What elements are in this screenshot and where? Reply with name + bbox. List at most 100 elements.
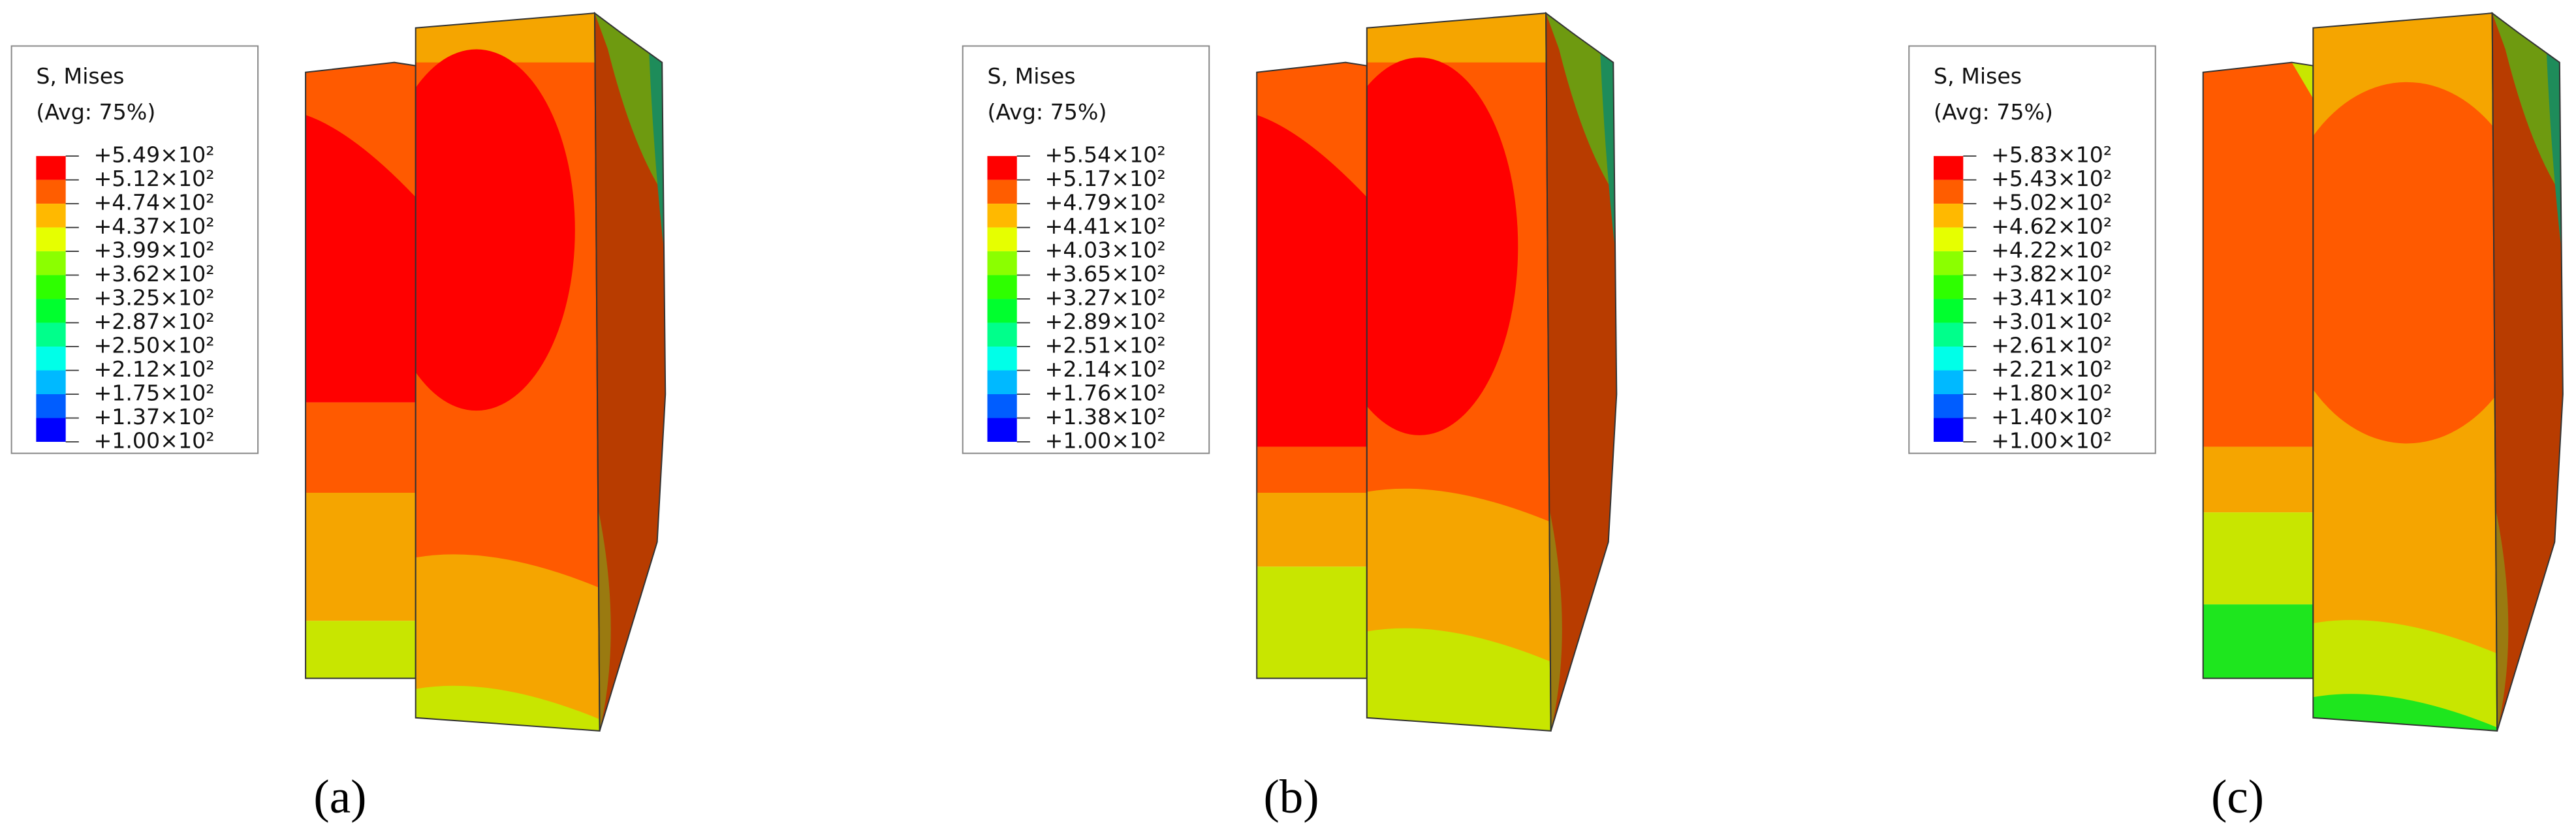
legend-swatch: [1934, 370, 1964, 394]
contour: [1366, 628, 1551, 731]
legend-label: +5.17×10²: [1045, 166, 1166, 191]
legend-swatch: [36, 227, 66, 252]
legend-swatch: [1934, 394, 1964, 418]
legend-label: +1.00×10²: [1991, 427, 2112, 453]
contour: [595, 13, 666, 198]
side-face: [2492, 13, 2563, 731]
legend-swatch: [36, 370, 66, 394]
legend-label: +2.12×10²: [93, 356, 214, 382]
legend-label: +3.41×10²: [1991, 285, 2112, 311]
legend-swatch: [987, 227, 1017, 252]
legend-label: +5.54×10²: [1045, 142, 1166, 168]
legend-swatch: [1934, 204, 1964, 228]
contour: [1600, 49, 1617, 263]
contour: [1257, 492, 1367, 567]
legend-swatch: [1934, 299, 1964, 323]
legend-label: +4.37×10²: [93, 213, 214, 239]
front-block: [1366, 13, 1551, 731]
legend-label: +3.82×10²: [1991, 261, 2112, 287]
legend-swatch: [1934, 156, 1964, 180]
caption: (a): [313, 770, 366, 823]
legend-label: +5.49×10²: [93, 142, 214, 168]
contour: [2546, 49, 2563, 263]
legend-swatch: [987, 418, 1017, 442]
contour: [306, 492, 416, 621]
legend-label: +1.00×10²: [93, 427, 214, 453]
left-block: [306, 62, 416, 679]
contour: [1257, 62, 1367, 198]
legend-label: +1.80×10²: [1991, 380, 2112, 405]
panel: S, Mises (Avg: 75%) +5.83×10²+5.43×10²+5.0…: [1908, 12, 2564, 823]
legend-swatch: [36, 251, 66, 275]
contour: [1257, 446, 1367, 493]
contour: [2203, 604, 2314, 679]
legend-label: +4.79×10²: [1045, 190, 1166, 215]
legend-label: +1.75×10²: [93, 380, 214, 405]
front-block: [415, 13, 600, 731]
contour: [649, 49, 666, 263]
contour: [306, 402, 416, 493]
legend-label: +1.37×10²: [93, 404, 214, 429]
legend-swatch: [987, 251, 1017, 275]
contour: [415, 49, 575, 411]
legend-swatch: [1934, 322, 1964, 347]
legend-label: +3.99×10²: [93, 238, 214, 263]
front-block: [2313, 13, 2498, 731]
legend-label: +2.61×10²: [1991, 333, 2112, 358]
legend-swatch: [987, 370, 1017, 394]
left-block: [2203, 62, 2314, 679]
legend-swatch: [1934, 227, 1964, 252]
legend-label: +4.74×10²: [93, 190, 214, 215]
legend-title: S, Mises: [1934, 63, 2022, 89]
legend-swatch: [36, 347, 66, 371]
legend-swatch: [36, 156, 66, 180]
legend-label: +4.41×10²: [1045, 213, 1166, 239]
legend-swatch: [1934, 418, 1964, 442]
legend-label: +3.65×10²: [1045, 261, 1166, 287]
legend-subtitle: (Avg: 75%): [36, 99, 155, 125]
left-block: [1257, 62, 1367, 679]
legend-title: S, Mises: [36, 63, 124, 89]
legend-label: +1.00×10²: [1045, 427, 1166, 453]
legend-swatch: [987, 275, 1017, 300]
legend-swatch: [36, 322, 66, 347]
legend-swatch: [36, 179, 66, 204]
contour: [1257, 566, 1367, 679]
panel: S, Mises (Avg: 75%) +5.49×10²+5.12×10²+4.7…: [10, 12, 667, 823]
legend-swatch: [1934, 275, 1964, 300]
legend-label: +3.27×10²: [1045, 285, 1166, 311]
legend-swatch: [1934, 251, 1964, 275]
legend-label: +3.62×10²: [93, 261, 214, 287]
legend-swatch: [987, 322, 1017, 347]
legend-swatch: [1934, 347, 1964, 371]
legend-swatch: [987, 394, 1017, 418]
legend-title: S, Mises: [987, 63, 1075, 89]
outline: [1545, 12, 1618, 732]
legend-swatch: [36, 204, 66, 228]
contour: [2203, 512, 2314, 605]
legend-label: +4.22×10²: [1991, 238, 2112, 263]
legend-swatch: [36, 275, 66, 300]
legend-subtitle: (Avg: 75%): [1934, 99, 2053, 125]
contour: [306, 621, 416, 679]
legend-swatch: [987, 204, 1017, 228]
caption: (c): [2211, 770, 2264, 823]
legend-swatch: [1934, 179, 1964, 204]
contour: [2313, 13, 2498, 63]
side-face: [595, 13, 666, 731]
contour: [2203, 62, 2314, 198]
panel: S, Mises (Avg: 75%) +5.54×10²+5.17×10²+4.7…: [962, 12, 1618, 823]
legend-swatch: [36, 299, 66, 323]
contour: [2203, 446, 2314, 513]
contour: [1366, 57, 1518, 435]
caption: (b): [1263, 770, 1319, 823]
contour: [1366, 13, 1551, 63]
legend-swatch: [987, 179, 1017, 204]
legend-swatch: [987, 156, 1017, 180]
legend-label: +1.38×10²: [1045, 404, 1166, 429]
legend-swatch: [987, 299, 1017, 323]
legend-label: +2.21×10²: [1991, 356, 2112, 382]
legend-swatch: [36, 418, 66, 442]
outline: [593, 12, 667, 732]
